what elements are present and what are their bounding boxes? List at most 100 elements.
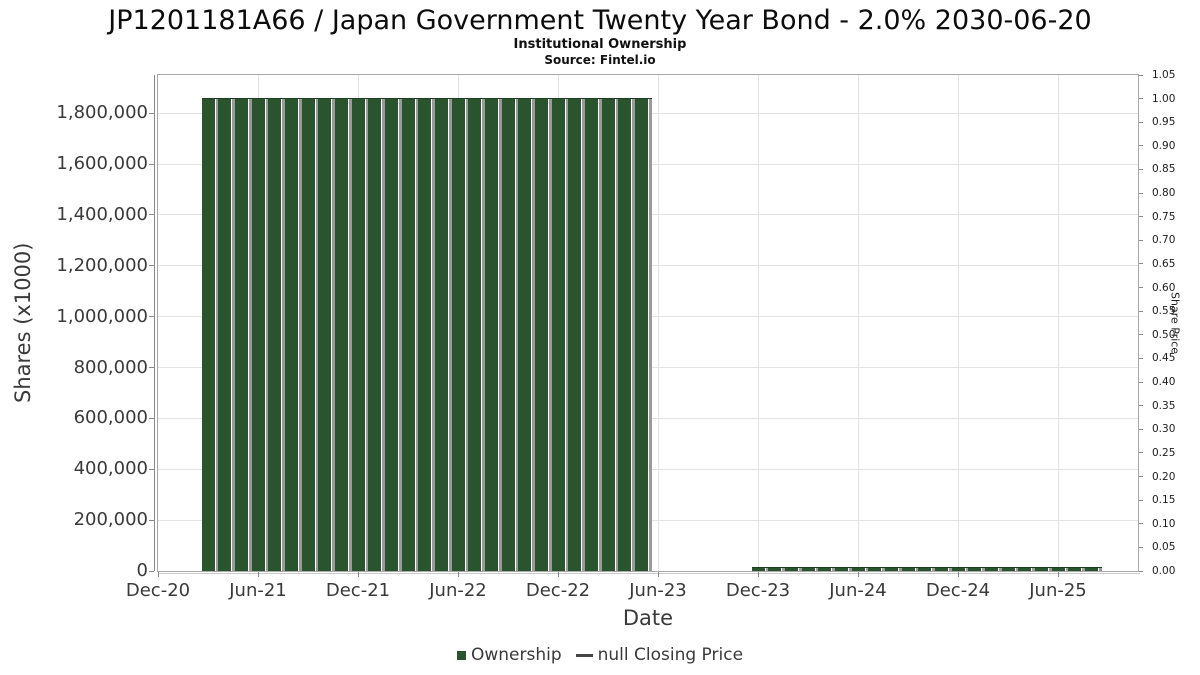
right-axis-tick-label: 0.65 — [1152, 257, 1176, 270]
ownership-bar[interactable] — [501, 98, 519, 571]
legend-item-ownership[interactable]: Ownership — [456, 645, 562, 665]
ownership-bar[interactable] — [834, 567, 852, 571]
x-axis-title: Date — [622, 606, 674, 630]
right-axis-tick-label: 1.00 — [1152, 92, 1176, 105]
y-axis-tick — [149, 519, 154, 521]
right-axis-tick-label: 0.85 — [1152, 163, 1176, 176]
legend-ownership-label: Ownership — [470, 645, 562, 665]
ownership-bar[interactable] — [868, 567, 886, 571]
ownership-bar[interactable] — [351, 98, 369, 571]
ownership-bar[interactable] — [434, 98, 452, 571]
ownership-bar[interactable] — [618, 98, 636, 571]
grid-line-vertical — [857, 75, 859, 571]
ownership-bar[interactable] — [818, 567, 836, 571]
right-axis-tick — [1139, 452, 1143, 454]
ownership-bar[interactable] — [1068, 567, 1086, 571]
ownership-bar[interactable] — [751, 567, 769, 571]
right-axis-tick-label: 0.35 — [1152, 399, 1176, 412]
ownership-bar[interactable] — [634, 98, 652, 571]
y-axis-tick — [149, 163, 154, 165]
x-axis-tick-label: Jun-25 — [1029, 580, 1087, 601]
right-axis-tick — [1139, 121, 1143, 123]
right-axis-tick — [1139, 499, 1143, 501]
ownership-bar[interactable] — [284, 98, 302, 571]
ownership-bar[interactable] — [968, 567, 986, 571]
ownership-bar[interactable] — [301, 98, 319, 571]
ownership-bar[interactable] — [534, 98, 552, 571]
y-axis-tick-label: 1,000,000 — [56, 305, 148, 327]
ownership-bar[interactable] — [484, 98, 502, 571]
right-axis-tick-label: 0.50 — [1152, 328, 1176, 341]
ownership-bar[interactable] — [984, 567, 1002, 571]
right-axis-tick-label: 0.30 — [1152, 423, 1176, 436]
ownership-bar[interactable] — [418, 98, 436, 571]
right-axis-tick-label: 1.05 — [1152, 69, 1176, 81]
ownership-bar[interactable] — [384, 98, 402, 571]
x-axis-tick — [757, 572, 759, 577]
ownership-bar[interactable] — [1018, 567, 1036, 571]
ownership-bar[interactable] — [918, 567, 936, 571]
right-axis-tick-label: 0.40 — [1152, 376, 1176, 389]
ownership-swatch-icon — [456, 650, 466, 660]
right-axis-tick-label: 0.70 — [1152, 234, 1176, 247]
ownership-bar[interactable] — [218, 98, 236, 571]
x-axis-tick-label: Dec-23 — [725, 580, 791, 601]
ownership-bar[interactable] — [934, 567, 952, 571]
right-axis-tick-label: 0.05 — [1152, 541, 1176, 554]
legend-closing-price-label: null Closing Price — [597, 645, 744, 665]
y-axis-tick-label: 1,600,000 — [56, 153, 148, 175]
ownership-bar[interactable] — [584, 98, 602, 571]
ownership-bar[interactable] — [884, 567, 902, 571]
ownership-bar[interactable] — [268, 98, 286, 571]
y-axis-tick-label: 1,400,000 — [56, 203, 148, 225]
x-axis-tick-label: Jun-21 — [229, 580, 287, 601]
ownership-bar[interactable] — [401, 98, 419, 571]
x-axis-tick-label: Dec-22 — [525, 580, 591, 601]
right-axis-tick — [1139, 287, 1143, 289]
right-axis-tick — [1139, 74, 1143, 76]
ownership-bar[interactable] — [451, 98, 469, 571]
ownership-bar[interactable] — [334, 98, 352, 571]
x-axis-tick-label: Jun-23 — [629, 580, 687, 601]
y-axis-tick — [149, 112, 154, 114]
ownership-bar[interactable] — [1034, 567, 1052, 571]
ownership-bar[interactable] — [951, 567, 969, 571]
ownership-bar[interactable] — [468, 98, 486, 571]
right-axis-tick — [1139, 263, 1143, 265]
right-axis-tick-label: 0.60 — [1152, 281, 1176, 294]
ownership-bar[interactable] — [851, 567, 869, 571]
ownership-bar[interactable] — [1084, 567, 1102, 571]
ownership-bar[interactable] — [234, 98, 252, 571]
right-axis-tick — [1139, 145, 1143, 147]
ownership-bar[interactable] — [784, 567, 802, 571]
ownership-bar[interactable] — [601, 98, 619, 571]
ownership-bar[interactable] — [318, 98, 336, 571]
ownership-bar[interactable] — [901, 567, 919, 571]
ownership-bar[interactable] — [368, 98, 386, 571]
right-axis-tick — [1139, 546, 1143, 548]
y-axis-tick — [149, 570, 154, 572]
ownership-bar[interactable] — [768, 567, 786, 571]
grid-line-vertical — [757, 75, 759, 571]
grid-line-vertical — [657, 75, 659, 571]
legend-item-closing-price[interactable]: null Closing Price — [575, 645, 744, 665]
y-axis-tick-label: 600,000 — [73, 407, 148, 429]
ownership-bar[interactable] — [551, 98, 569, 571]
x-axis-tick — [257, 572, 259, 577]
x-axis-tick-label: Dec-20 — [125, 580, 191, 601]
right-axis-tick — [1139, 310, 1143, 312]
ownership-bar[interactable] — [801, 567, 819, 571]
grid-line-vertical — [1057, 75, 1059, 571]
ownership-bar[interactable] — [518, 98, 536, 571]
ownership-bar[interactable] — [251, 98, 269, 571]
right-axis-tick — [1139, 381, 1143, 383]
y-axis-tick-label: 0 — [136, 560, 148, 581]
x-axis-tick-label: Dec-24 — [925, 580, 991, 601]
ownership-bar[interactable] — [1001, 567, 1019, 571]
closing-price-line-icon — [575, 653, 593, 657]
ownership-bar[interactable] — [568, 98, 586, 571]
ownership-bar[interactable] — [1051, 567, 1069, 571]
x-axis-tick — [157, 572, 159, 577]
ownership-bar[interactable] — [201, 98, 219, 571]
